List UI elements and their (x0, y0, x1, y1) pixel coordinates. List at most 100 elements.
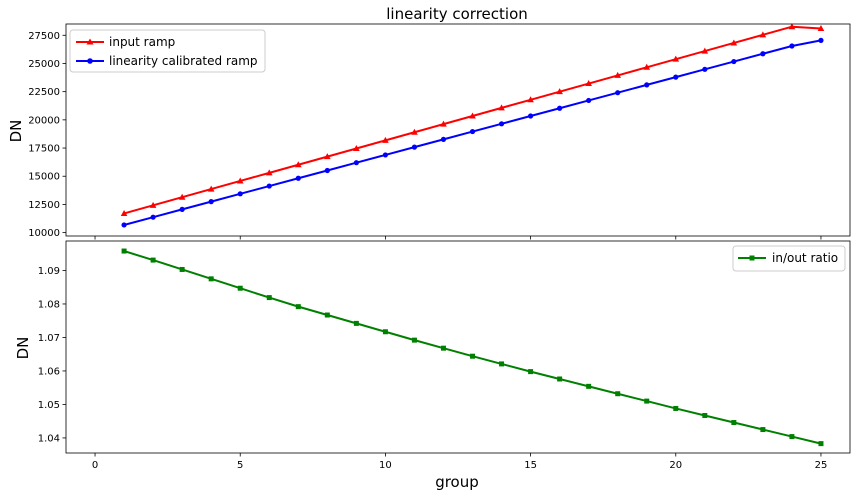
y-tick-label: 12500 (28, 200, 60, 211)
data-point (818, 441, 824, 447)
data-point (498, 121, 505, 127)
data-point (527, 113, 534, 119)
y-tick-label: 1.07 (38, 333, 60, 344)
data-point (557, 105, 563, 111)
data-point (208, 276, 214, 282)
data-point (789, 434, 795, 440)
data-point (760, 51, 766, 57)
legend-label-input-ramp: input ramp (109, 35, 175, 49)
data-point (643, 63, 651, 70)
chart-title: linearity correction (386, 5, 528, 23)
top-panel: linearity correction DN 10000 12500 15000 1… (7, 5, 851, 240)
x-tick-label: 25 (815, 460, 828, 471)
y-tick-label: 1.06 (38, 366, 60, 377)
data-point (731, 420, 737, 426)
data-point (615, 90, 621, 96)
data-point (440, 345, 446, 351)
bottom-legend: in/out ratio (732, 245, 846, 272)
data-point (237, 191, 243, 197)
data-point (411, 337, 417, 343)
data-point (556, 88, 563, 95)
data-point (353, 160, 359, 166)
data-point (149, 201, 157, 208)
data-point (266, 295, 272, 301)
data-point (294, 161, 302, 168)
data-point (265, 169, 273, 176)
data-point (702, 412, 708, 418)
top-axis-ticks: 10000 12500 15000 17500 20000 22500 25000 27500 (28, 31, 822, 240)
bottom-y-axis-label: DN (14, 337, 32, 360)
data-point (382, 136, 389, 143)
data-point (528, 369, 534, 375)
x-axis-label: group (435, 473, 479, 491)
y-tick-label: 20000 (28, 115, 60, 126)
data-point (324, 153, 331, 160)
data-point (440, 136, 447, 142)
bottom-axis-ticks: 0 5 10 15 20 25 1.04 1.05 1.06 1.07 1.08 1.09 (38, 266, 828, 471)
legend-marker-circle (87, 58, 93, 64)
data-point (470, 353, 476, 359)
data-point (411, 144, 418, 150)
data-point (673, 74, 679, 80)
data-point (673, 405, 679, 411)
legend-label-calibrated-ramp: linearity calibrated ramp (109, 54, 258, 68)
x-tick-label: 5 (237, 460, 243, 471)
data-point (295, 304, 301, 310)
data-point (644, 398, 650, 404)
x-tick-label: 10 (379, 460, 392, 471)
top-axes-frame (65, 23, 851, 237)
y-tick-label: 17500 (28, 144, 60, 155)
data-point (150, 214, 156, 220)
data-point (585, 80, 592, 87)
data-point (208, 199, 214, 205)
y-tick-label: 1.04 (38, 433, 60, 444)
data-point (615, 391, 621, 397)
data-point (150, 257, 156, 263)
data-point (818, 37, 824, 43)
top-legend-box (69, 29, 266, 73)
x-tick-label: 20 (669, 460, 682, 471)
top-series (120, 23, 825, 228)
data-point (207, 185, 215, 192)
data-point (178, 193, 186, 200)
y-tick-label: 1.08 (38, 299, 60, 310)
data-point (382, 329, 388, 335)
data-point (817, 25, 825, 32)
data-point (788, 23, 796, 30)
data-point (236, 177, 244, 184)
data-point (614, 71, 622, 78)
top-y-axis-label: DN (7, 120, 25, 143)
data-point (586, 383, 592, 389)
bottom-legend-box (732, 245, 846, 272)
data-point (498, 104, 505, 111)
data-point (324, 167, 330, 174)
data-point (586, 97, 592, 104)
data-point (440, 120, 447, 127)
data-point (121, 248, 127, 254)
data-point (702, 66, 708, 72)
legend-marker-square (749, 255, 755, 261)
data-point (353, 144, 360, 151)
data-point (179, 206, 185, 212)
data-point (499, 361, 505, 367)
legend-label-ratio: in/out ratio (772, 251, 838, 265)
y-tick-label: 1.09 (38, 266, 60, 277)
data-point (266, 183, 272, 189)
y-tick-label: 10000 (28, 228, 60, 239)
data-point (644, 82, 650, 88)
data-point (469, 128, 476, 135)
data-point (179, 266, 185, 272)
data-point (353, 320, 359, 326)
data-point (469, 112, 476, 119)
data-point (411, 128, 418, 135)
y-tick-label: 27500 (28, 31, 60, 42)
x-tick-label: 15 (524, 460, 537, 471)
data-point (760, 427, 766, 433)
data-point (789, 43, 795, 49)
data-point (701, 47, 709, 54)
y-tick-label: 15000 (28, 172, 60, 183)
data-point (672, 55, 680, 62)
data-point (121, 222, 127, 228)
data-point (324, 312, 330, 318)
